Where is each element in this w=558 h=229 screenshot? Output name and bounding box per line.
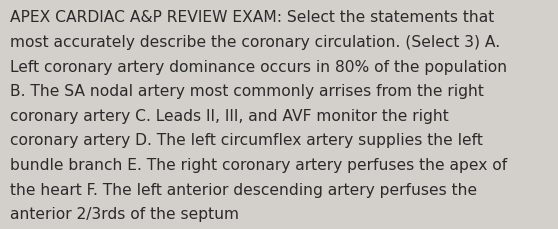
Text: anterior 2/3rds of the septum: anterior 2/3rds of the septum [10, 206, 239, 221]
Text: bundle branch E. The right coronary artery perfuses the apex of: bundle branch E. The right coronary arte… [10, 157, 507, 172]
Text: B. The SA nodal artery most commonly arrises from the right: B. The SA nodal artery most commonly arr… [10, 84, 484, 99]
Text: most accurately describe the coronary circulation. (Select 3) A.: most accurately describe the coronary ci… [10, 35, 500, 50]
Text: coronary artery C. Leads II, III, and AVF monitor the right: coronary artery C. Leads II, III, and AV… [10, 108, 449, 123]
Text: Left coronary artery dominance occurs in 80% of the population: Left coronary artery dominance occurs in… [10, 59, 507, 74]
Text: APEX CARDIAC A&P REVIEW EXAM: Select the statements that: APEX CARDIAC A&P REVIEW EXAM: Select the… [10, 10, 494, 25]
Text: the heart F. The left anterior descending artery perfuses the: the heart F. The left anterior descendin… [10, 182, 477, 197]
Text: coronary artery D. The left circumflex artery supplies the left: coronary artery D. The left circumflex a… [10, 133, 483, 148]
